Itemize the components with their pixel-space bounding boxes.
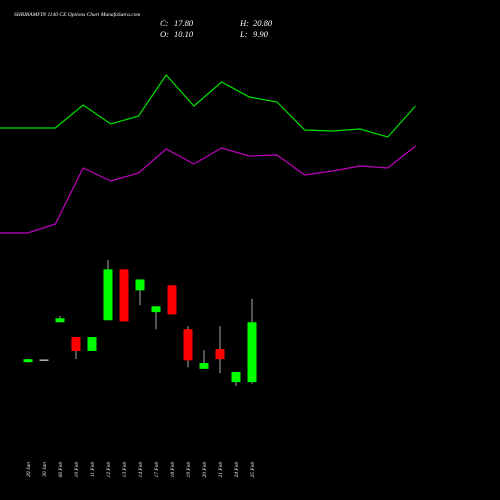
- x-tick-label: 25 Feb: [250, 462, 256, 478]
- chart-title: SHRIRAMFIN 1140 CE Options Chart MunafaS…: [14, 11, 140, 18]
- candle-body: [231, 372, 241, 383]
- indicator-line: [0, 74, 416, 138]
- candle-body: [23, 359, 33, 363]
- x-tick-label: 06 Feb: [58, 462, 64, 478]
- ohlc-label: C:: [160, 18, 169, 28]
- x-tick-label: 10 Feb: [74, 462, 80, 478]
- x-tick-label: 24 Feb: [233, 462, 240, 478]
- candle-body: [119, 269, 129, 322]
- ohlc-value: 9.90: [253, 29, 269, 39]
- x-tick-label: 19 Feb: [186, 462, 192, 478]
- candle-body: [71, 337, 81, 351]
- candle-body: [167, 285, 177, 315]
- candle-body: [39, 359, 49, 361]
- candle-body: [247, 322, 257, 383]
- candle-body: [55, 318, 65, 323]
- candle-body: [87, 337, 97, 351]
- x-tick-label: 18 Feb: [170, 462, 176, 478]
- x-tick-label: 21 Feb: [218, 462, 224, 478]
- x-tick-label: 30 Jan: [42, 462, 48, 478]
- ohlc-value: 20.80: [253, 18, 273, 28]
- indicator-line: [0, 145, 416, 234]
- x-tick-label: 12 Feb: [106, 462, 112, 478]
- ohlc-label: H:: [239, 18, 249, 28]
- x-tick-label: 17 Feb: [154, 462, 160, 478]
- candle-body: [183, 329, 193, 361]
- x-tick-label: 11 Feb: [90, 462, 96, 477]
- ohlc-value: 17.80: [174, 18, 194, 28]
- x-tick-label: 20 Feb: [202, 462, 208, 478]
- ohlc-label: L:: [239, 29, 248, 39]
- x-tick-label: 29 Jan: [26, 462, 32, 477]
- candle-body: [135, 279, 145, 291]
- x-tick-label: 13 Feb: [122, 462, 128, 478]
- ohlc-value: 10.10: [174, 29, 194, 39]
- candle-body: [215, 349, 225, 360]
- candle-body: [103, 269, 113, 321]
- candle-body: [151, 306, 161, 313]
- candle-body: [199, 363, 209, 369]
- x-tick-label: 14 Feb: [137, 462, 144, 478]
- ohlc-label: O:: [160, 29, 169, 39]
